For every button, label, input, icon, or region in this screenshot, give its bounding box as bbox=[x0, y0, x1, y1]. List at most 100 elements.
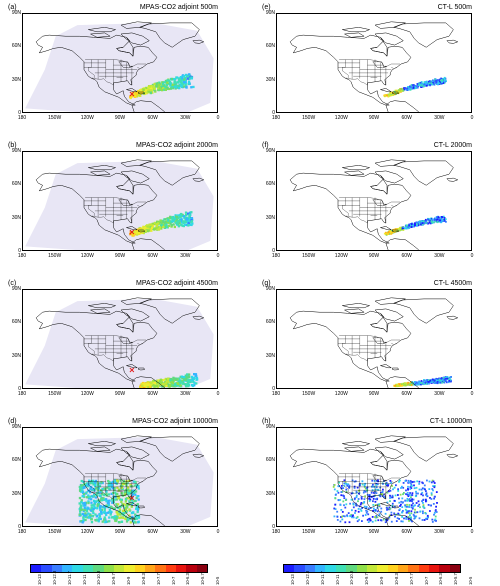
sensitivity-cell bbox=[108, 520, 111, 523]
sensitivity-cell bbox=[383, 94, 386, 97]
colorbar-swatch bbox=[284, 565, 295, 572]
sensitivity-cell bbox=[134, 493, 137, 496]
sensitivity-cell bbox=[161, 381, 164, 384]
sensitivity-cell bbox=[169, 379, 172, 382]
sensitivity-cell bbox=[354, 497, 356, 500]
sensitivity-cell bbox=[174, 85, 177, 89]
sensitivity-cell bbox=[440, 79, 443, 81]
sensitivity-cell bbox=[375, 498, 377, 500]
sensitivity-cell bbox=[363, 484, 366, 487]
sensitivity-cell bbox=[118, 488, 121, 491]
sensitivity-cell bbox=[115, 517, 118, 520]
map-canvas bbox=[25, 21, 214, 112]
colorbar-tick-label: 10-11.7 bbox=[66, 571, 72, 585]
sensitivity-cell bbox=[146, 224, 149, 227]
longitude-label: 30W bbox=[434, 391, 445, 397]
sensitivity-cell bbox=[365, 487, 368, 490]
sensitivity-cell bbox=[419, 83, 422, 85]
sensitivity-cell bbox=[93, 493, 96, 497]
sensitivity-cell bbox=[131, 495, 134, 498]
sensitivity-cell bbox=[114, 491, 117, 494]
sensitivity-cell bbox=[185, 86, 188, 89]
sensitivity-cell bbox=[118, 521, 121, 524]
sensitivity-cell bbox=[443, 381, 446, 384]
sensitivity-cell bbox=[116, 503, 120, 506]
sensitivity-cell bbox=[337, 499, 340, 501]
sensitivity-cell bbox=[387, 233, 389, 235]
sensitivity-cell bbox=[131, 95, 134, 98]
state-border bbox=[395, 67, 397, 69]
coastline bbox=[120, 159, 152, 167]
sensitivity-cell bbox=[127, 493, 130, 496]
sensitivity-cell bbox=[410, 223, 413, 225]
sensitivity-cell bbox=[422, 510, 424, 513]
sensitivity-cell bbox=[143, 383, 146, 386]
coastline bbox=[192, 177, 205, 182]
sensitivity-cell bbox=[90, 495, 93, 498]
sensitivity-cell bbox=[187, 212, 190, 215]
sensitivity-cell bbox=[127, 497, 130, 500]
sensitivity-cell bbox=[94, 487, 98, 490]
sensitivity-cell bbox=[155, 85, 158, 88]
sensitivity-cell bbox=[389, 507, 392, 510]
sensitivity-cell bbox=[124, 500, 127, 503]
sensitivity-cell bbox=[359, 508, 362, 511]
coastline bbox=[120, 21, 152, 29]
sensitivity-cell bbox=[174, 219, 177, 222]
sensitivity-cell bbox=[417, 500, 420, 503]
sensitivity-cell bbox=[366, 493, 369, 496]
sensitivity-cell bbox=[405, 493, 407, 495]
latitude-label: 60N bbox=[11, 319, 21, 326]
sensitivity-cell bbox=[128, 514, 131, 517]
sensitivity-cell bbox=[410, 506, 413, 509]
sensitivity-cell bbox=[174, 220, 177, 223]
sensitivity-cell bbox=[91, 510, 95, 513]
sensitivity-cell bbox=[435, 505, 437, 508]
sensitivity-cell bbox=[353, 487, 356, 489]
colorbar-tick-label: 10-7 bbox=[423, 576, 429, 585]
sensitivity-cell bbox=[374, 510, 377, 512]
latitude-label: 30N bbox=[11, 352, 21, 359]
sensitivity-cell bbox=[96, 487, 99, 490]
sensitivity-cell bbox=[429, 219, 431, 222]
sensitivity-cell bbox=[133, 484, 136, 487]
hudson-bay-coast bbox=[370, 37, 388, 57]
sensitivity-cell bbox=[407, 86, 409, 88]
sensitivity-cell bbox=[417, 492, 419, 495]
sensitivity-cell bbox=[415, 492, 418, 495]
sensitivity-cell bbox=[125, 510, 128, 513]
sensitivity-cell bbox=[412, 87, 415, 89]
colorbar-tick-label: 10-8.3 bbox=[393, 573, 399, 585]
sensitivity-cell bbox=[422, 494, 424, 497]
sensitivity-cell bbox=[159, 83, 162, 86]
sensitivity-cell bbox=[393, 384, 396, 387]
sensitivity-cell bbox=[127, 503, 131, 506]
sensitivity-cell bbox=[183, 378, 186, 381]
sensitivity-cell bbox=[170, 224, 173, 227]
sensitivity-cell bbox=[182, 81, 186, 84]
longitude-label: 180 bbox=[17, 253, 27, 259]
sensitivity-cell bbox=[126, 482, 129, 485]
sensitivity-cell bbox=[395, 520, 398, 522]
sensitivity-cell bbox=[430, 493, 433, 496]
sensitivity-cell bbox=[345, 488, 348, 491]
sensitivity-cell bbox=[409, 499, 412, 502]
sensitivity-cell bbox=[150, 382, 153, 385]
sensitivity-cell bbox=[165, 223, 168, 226]
sensitivity-cell bbox=[116, 495, 119, 498]
sensitivity-cell bbox=[401, 511, 403, 514]
sensitivity-cell bbox=[193, 376, 196, 379]
sensitivity-cell bbox=[436, 382, 439, 385]
release-marker-icon bbox=[129, 367, 135, 373]
sensitivity-cell bbox=[98, 484, 102, 488]
sensitivity-cell bbox=[100, 505, 103, 508]
sensitivity-cell bbox=[436, 381, 439, 383]
sensitivity-cell bbox=[181, 77, 184, 80]
sensitivity-cell bbox=[356, 516, 359, 518]
sensitivity-cell bbox=[408, 88, 411, 90]
sensitivity-cell bbox=[390, 482, 393, 484]
sensitivity-cell bbox=[433, 81, 436, 84]
sensitivity-cell bbox=[126, 490, 129, 493]
sensitivity-cell bbox=[90, 504, 93, 507]
sensitivity-cell bbox=[396, 517, 399, 520]
